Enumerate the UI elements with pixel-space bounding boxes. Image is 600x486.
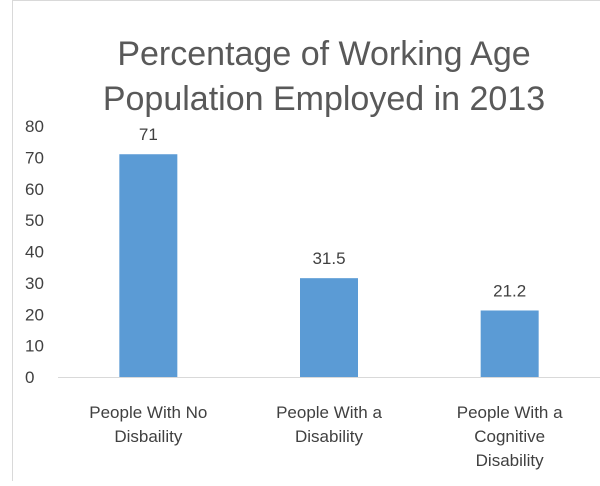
y-tick-label: 10 xyxy=(25,337,44,356)
y-tick-label: 70 xyxy=(25,148,44,167)
category-label-3: Cognitive xyxy=(474,427,545,446)
bars xyxy=(119,154,539,377)
category-label-1: Disbaility xyxy=(114,427,183,446)
chart-title-line-1: Percentage of Working Age xyxy=(117,35,530,73)
y-tick-label: 60 xyxy=(25,180,44,199)
bar-3 xyxy=(480,310,539,377)
y-tick-label: 80 xyxy=(25,117,44,136)
y-tick-label: 20 xyxy=(25,305,44,324)
x-axis: People With No Disbaility People With a Dis… xyxy=(58,377,600,470)
data-label-1: 71 xyxy=(139,125,158,144)
y-tick-label: 40 xyxy=(25,243,44,262)
y-tick-label: 30 xyxy=(25,274,44,293)
data-labels: 71 31.5 21.2 xyxy=(139,125,526,300)
data-label-2: 31.5 xyxy=(312,249,345,268)
category-label-3: Disability xyxy=(476,451,545,470)
category-label-3: People With a xyxy=(457,403,563,422)
category-label-2: Disability xyxy=(295,427,364,446)
y-tick-label: 50 xyxy=(25,211,44,230)
chart-title-line-2: Population Employed in 2013 xyxy=(103,80,545,118)
data-label-3: 21.2 xyxy=(493,281,526,300)
y-tick-label: 0 xyxy=(25,368,34,387)
bar-2 xyxy=(300,278,358,377)
category-label-1: People With No xyxy=(89,403,207,422)
bar-1 xyxy=(119,154,178,377)
category-label-2: People With a xyxy=(276,403,382,422)
y-axis: 0 10 20 30 40 50 60 70 80 xyxy=(25,117,44,387)
